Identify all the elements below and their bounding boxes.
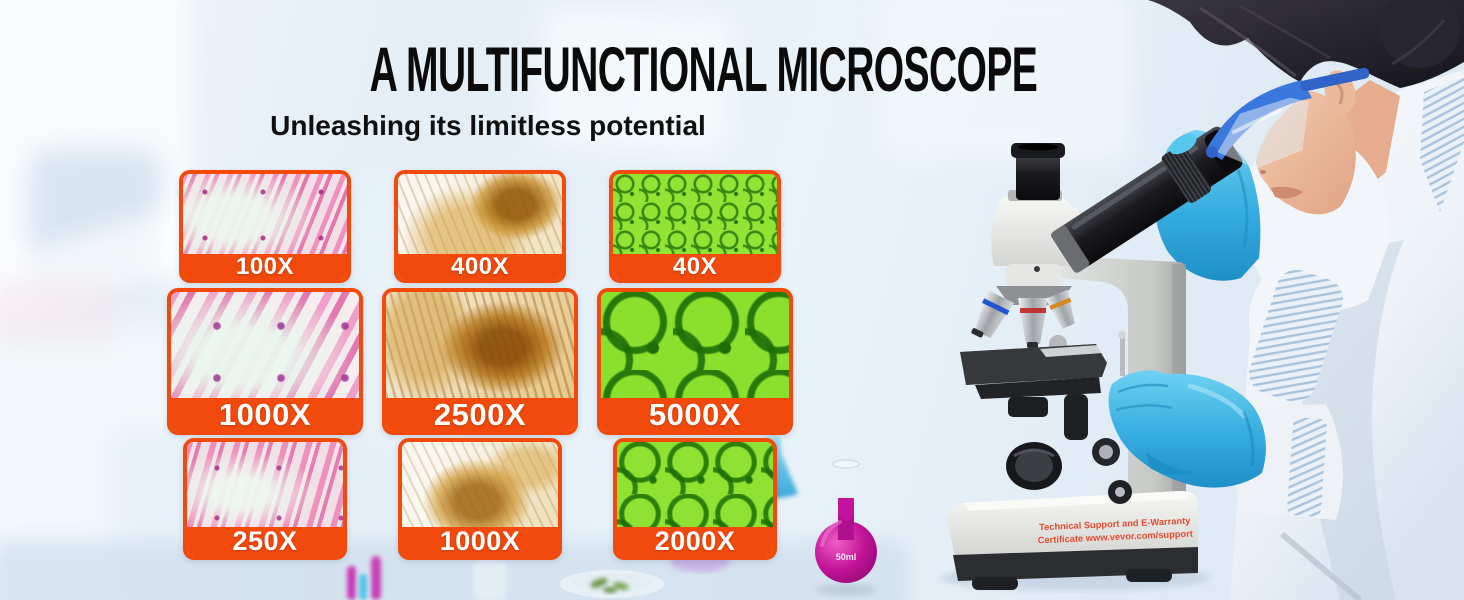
magnification-tile: 2500X <box>382 288 578 435</box>
magnification-label: 2000X <box>617 527 773 556</box>
magnification-tile: 40X <box>609 170 781 283</box>
specimen-image-insect <box>398 174 562 254</box>
specimen-image-leaf-cells <box>617 442 773 527</box>
hair-strand <box>1239 4 1331 60</box>
nostril <box>1260 170 1266 174</box>
goggles-lens <box>1217 97 1309 169</box>
hair-strand <box>1199 6 1297 78</box>
specimen-image-muscle-tissue <box>187 442 343 527</box>
magnification-label: 1000X <box>402 527 558 556</box>
objective-lens-center <box>1018 298 1048 348</box>
page-title: A MULTIFUNCTIONAL MICROSCOPE <box>369 35 1038 105</box>
magnification-label: 100X <box>183 254 347 279</box>
magnification-label: 400X <box>398 254 562 279</box>
page-subtitle: Unleashing its limitless potential <box>270 110 706 141</box>
background-pink-smudge <box>0 280 120 344</box>
blurred-test-tubes <box>347 556 506 600</box>
magnification-tile: 1000X <box>167 288 363 435</box>
headline-block: A MULTIFUNCTIONAL MICROSCOPE <box>165 39 1038 102</box>
magnification-tile: 2000X <box>613 438 777 560</box>
goggles-nose-pad <box>1206 146 1218 158</box>
magnification-tile: 100X <box>179 170 351 283</box>
head-lower-collar <box>1006 264 1062 286</box>
magnification-tile: 1000X <box>398 438 562 560</box>
stage-adjust-center <box>1115 487 1125 497</box>
lips <box>1271 186 1303 199</box>
tube-collar-silver <box>1051 225 1090 273</box>
glove-wrist-fold <box>1242 411 1255 467</box>
glove-finger-line <box>1115 404 1173 412</box>
bench-edge <box>1280 531 1362 600</box>
base-foot <box>972 577 1018 590</box>
glove-fingertip <box>1169 133 1197 155</box>
background-panel-blur <box>880 0 1130 160</box>
objective-lens-right <box>1045 289 1075 329</box>
phototube-opening <box>1018 143 1058 151</box>
objective-lens-left <box>971 289 1015 339</box>
microscope: Technical Support and E-Warranty Certifi… <box>940 67 1370 591</box>
tube-knurled-ring <box>1161 144 1212 203</box>
cuff-stripe <box>1287 417 1327 517</box>
magnification-row-1: 100X 400X 40X <box>179 170 781 283</box>
glove-upper-fold <box>1236 169 1249 249</box>
microscope-base-top <box>963 491 1188 511</box>
phototube <box>1016 150 1060 200</box>
magnification-row-2: 1000X 2500X 5000X <box>167 288 793 435</box>
hair-bun <box>1380 0 1460 68</box>
glove-thumb <box>1146 452 1194 476</box>
knob-highlight <box>1013 448 1055 458</box>
specimen-image-muscle-tissue <box>171 292 359 398</box>
diaphragm-knob <box>1064 394 1088 440</box>
flask-volume-label: 50ml <box>836 552 857 562</box>
hair-strand <box>1391 19 1446 66</box>
magnification-label: 5000X <box>601 398 789 431</box>
glove-lower <box>1108 370 1266 488</box>
fine-focus-center <box>1099 445 1113 459</box>
safety-goggles <box>1206 67 1370 169</box>
specimen-image-insect <box>402 442 558 527</box>
magnification-label: 40X <box>613 254 777 279</box>
collar-screw <box>1034 266 1040 272</box>
magnification-label: 1000X <box>171 398 359 431</box>
magnification-tile: 400X <box>394 170 566 283</box>
magnification-label: 250X <box>187 527 343 556</box>
shirt-forearm-striped <box>1249 269 1343 403</box>
goggles-temple-arm <box>1300 67 1370 92</box>
specimen-image-insect <box>386 292 574 398</box>
glove-highlight <box>1187 383 1247 419</box>
shirt-collar-striped <box>1420 76 1464 212</box>
slide-holder-rod <box>1120 336 1125 376</box>
glass-slide <box>1040 345 1103 357</box>
specimen-image-leaf-cells <box>601 292 789 398</box>
magnification-tile: 5000X <box>597 288 793 435</box>
base-foot <box>1126 569 1172 582</box>
magnification-label: 2500X <box>386 398 574 431</box>
round-flask-magenta: 50ml <box>815 459 877 596</box>
coarse-knob-face <box>1015 450 1053 482</box>
stage-lower-tier <box>975 377 1101 399</box>
lens-reflection <box>1232 108 1282 134</box>
magnification-row-3: 250X 1000X 2000X <box>183 438 777 560</box>
specimen-image-muscle-tissue <box>183 174 347 254</box>
magnification-tile: 250X <box>183 438 347 560</box>
condenser <box>1008 397 1048 417</box>
glove-finger-line <box>1117 383 1169 394</box>
rod-tip <box>1118 331 1126 339</box>
specimen-image-leaf-cells <box>613 174 777 254</box>
